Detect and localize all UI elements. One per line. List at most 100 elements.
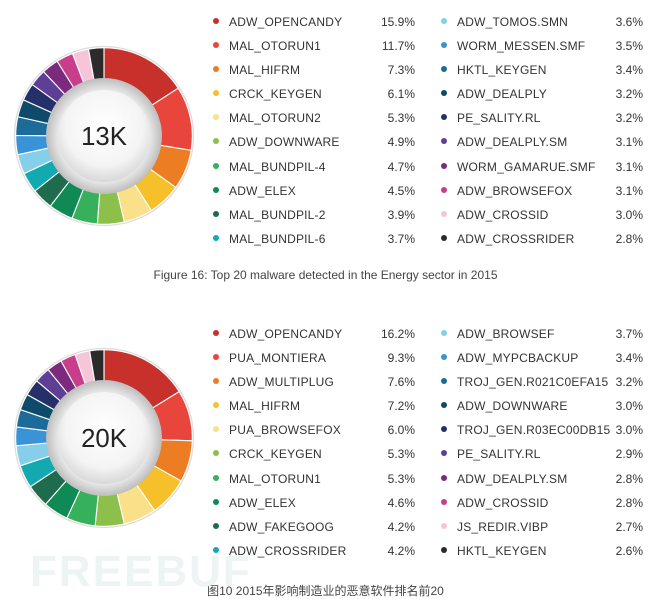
legend-swatch — [213, 474, 219, 481]
legend-label: ADW_OPENCANDY — [229, 327, 343, 341]
chart-panel-energy: 13K ADW_OPENCANDY 15.9% MAL_OTORUN1 11.7% MA… — [13, 12, 643, 282]
legend-swatch — [441, 354, 447, 361]
legend-value: 5.3% — [387, 447, 415, 462]
legend-value: 3.9% — [387, 207, 415, 222]
legend-value: 3.7% — [387, 231, 415, 246]
legend-label: ADW_CROSSRIDER — [229, 543, 347, 558]
legend-value: 3.0% — [615, 207, 643, 222]
legend-label: TROJ_GEN.R021C0EFA15 — [457, 375, 609, 390]
legend-item: ADW_BROWSEFOX 3.1% — [438, 181, 651, 205]
legend-label: MAL_HIFRM — [229, 63, 301, 78]
legend-swatch — [441, 210, 447, 217]
donut-hole — [58, 392, 150, 484]
legend-label: ADW_MYPCBACKUP — [457, 351, 579, 366]
legend-swatch — [213, 18, 219, 24]
legend-value: 6.1% — [387, 87, 415, 102]
legend-label: MAL_OTORUN2 — [229, 111, 322, 126]
legend-swatch — [441, 498, 447, 505]
legend-column-left: ADW_OPENCANDY 15.9% MAL_OTORUN1 11.7% MAL_HI… — [210, 12, 425, 253]
legend-label: ADW_OPENCANDY — [229, 15, 343, 29]
legend-value: 3.5% — [615, 39, 643, 54]
legend-value: 4.6% — [387, 495, 415, 510]
legend-value: 3.2% — [615, 111, 643, 126]
legend-item: HKTL_KEYGEN 3.4% — [438, 60, 651, 84]
legend-label: ADW_ELEX — [229, 495, 296, 510]
legend-value: 4.2% — [387, 519, 415, 534]
legend-item: ADW_DOWNWARE 4.9% — [210, 132, 425, 156]
legend-value: 3.1% — [615, 135, 643, 150]
legend-swatch — [213, 354, 219, 361]
legend-swatch — [441, 66, 447, 73]
chart-panel-manufacturing: 20K ADW_OPENCANDY 16.2% PUA_MONTIERA 9.3% AD… — [0, 312, 651, 599]
legend-label: JS_REDIR.VIBP — [457, 519, 549, 534]
legend-swatch — [213, 330, 219, 336]
legend-label: WORM_GAMARUE.SMF — [457, 159, 596, 174]
legend-value: 4.9% — [387, 135, 415, 150]
legend-item: ADW_DEALPLY.SM 3.1% — [438, 132, 651, 156]
legend-item: CRCK_KEYGEN 5.3% — [210, 444, 425, 468]
legend-item: ADW_TOMOS.SMN 3.6% — [438, 12, 651, 36]
legend-item: MAL_BUNDPIL-2 3.9% — [210, 205, 425, 229]
legend-value: 3.2% — [615, 87, 643, 102]
legend-swatch — [441, 402, 447, 409]
legend-item: PUA_MONTIERA 9.3% — [210, 348, 425, 372]
legend-value: 2.9% — [615, 447, 643, 462]
legend-swatch — [213, 90, 219, 97]
legend-swatch — [213, 42, 219, 49]
legend-value: 2.8% — [615, 495, 643, 510]
legend-swatch — [441, 18, 447, 24]
legend-swatch — [213, 402, 219, 409]
legend-label: ADW_DEALPLY.SM — [457, 135, 568, 150]
legend-swatch — [213, 450, 219, 457]
legend-swatch — [441, 42, 447, 49]
legend-swatch — [213, 162, 219, 169]
donut-chart: 13K — [13, 45, 195, 227]
donut-chart: 20K — [13, 347, 195, 529]
legend-label: ADW_MULTIPLUG — [229, 375, 335, 390]
legend-label: PE_SALITY.RL — [457, 447, 541, 462]
legend-value: 2.8% — [615, 231, 643, 246]
legend-item: ADW_DEALPLY.SM 2.8% — [438, 469, 651, 493]
legend-swatch — [441, 450, 447, 457]
legend-value: 4.2% — [387, 543, 415, 558]
legend-item: ADW_ELEX 4.5% — [210, 181, 425, 205]
legend-item: ADW_CROSSID 3.0% — [438, 205, 651, 229]
legend-item: ADW_MYPCBACKUP 3.4% — [438, 348, 651, 372]
legend-item: TROJ_GEN.R03EC00DB15 3.0% — [438, 420, 651, 444]
legend-value: 3.2% — [615, 375, 643, 390]
legend-value: 7.2% — [387, 399, 415, 414]
chart-legend: ADW_OPENCANDY 16.2% PUA_MONTIERA 9.3% ADW_MU… — [210, 324, 643, 565]
legend-swatch — [441, 162, 447, 169]
legend-item: MAL_HIFRM 7.3% — [210, 60, 425, 84]
legend-swatch — [213, 114, 219, 121]
legend-item: PE_SALITY.RL 3.2% — [438, 108, 651, 132]
legend-label: MAL_OTORUN1 — [229, 471, 322, 486]
legend-value: 3.4% — [615, 63, 643, 78]
legend-swatch — [213, 138, 219, 145]
legend-label: MAL_OTORUN1 — [229, 39, 322, 54]
legend-item: TROJ_GEN.R021C0EFA15 3.2% — [438, 372, 651, 396]
legend-value: 6.0% — [387, 423, 415, 438]
legend-item: HKTL_KEYGEN 2.6% — [438, 541, 651, 565]
legend-value: 7.6% — [387, 375, 415, 390]
donut-hole — [58, 90, 150, 182]
legend-swatch — [441, 138, 447, 145]
figure-caption: Figure 16: Top 20 malware detected in th… — [153, 268, 498, 282]
legend-value: 2.6% — [615, 543, 643, 558]
legend-swatch — [213, 378, 219, 385]
legend-swatch — [213, 234, 219, 241]
legend-label: ADW_CROSSID — [457, 207, 549, 222]
legend-swatch — [213, 186, 219, 193]
chart-legend: ADW_OPENCANDY 15.9% MAL_OTORUN1 11.7% MAL_HI… — [210, 12, 643, 253]
legend-column-left: ADW_OPENCANDY 16.2% PUA_MONTIERA 9.3% ADW_MU… — [210, 324, 425, 565]
legend-swatch — [213, 426, 219, 433]
legend-label: WORM_MESSEN.SMF — [457, 39, 586, 54]
legend-value: 3.0% — [615, 399, 643, 414]
legend-label: MAL_BUNDPIL-4 — [229, 159, 326, 174]
legend-label: ADW_BROWSEFOX — [457, 183, 573, 198]
donut-center-label: 13K — [81, 123, 127, 151]
legend-label: MAL_BUNDPIL-6 — [229, 231, 326, 246]
legend-value: 4.5% — [387, 183, 415, 198]
legend-label: PUA_BROWSEFOX — [229, 423, 341, 438]
legend-item: PUA_BROWSEFOX 6.0% — [210, 420, 425, 444]
